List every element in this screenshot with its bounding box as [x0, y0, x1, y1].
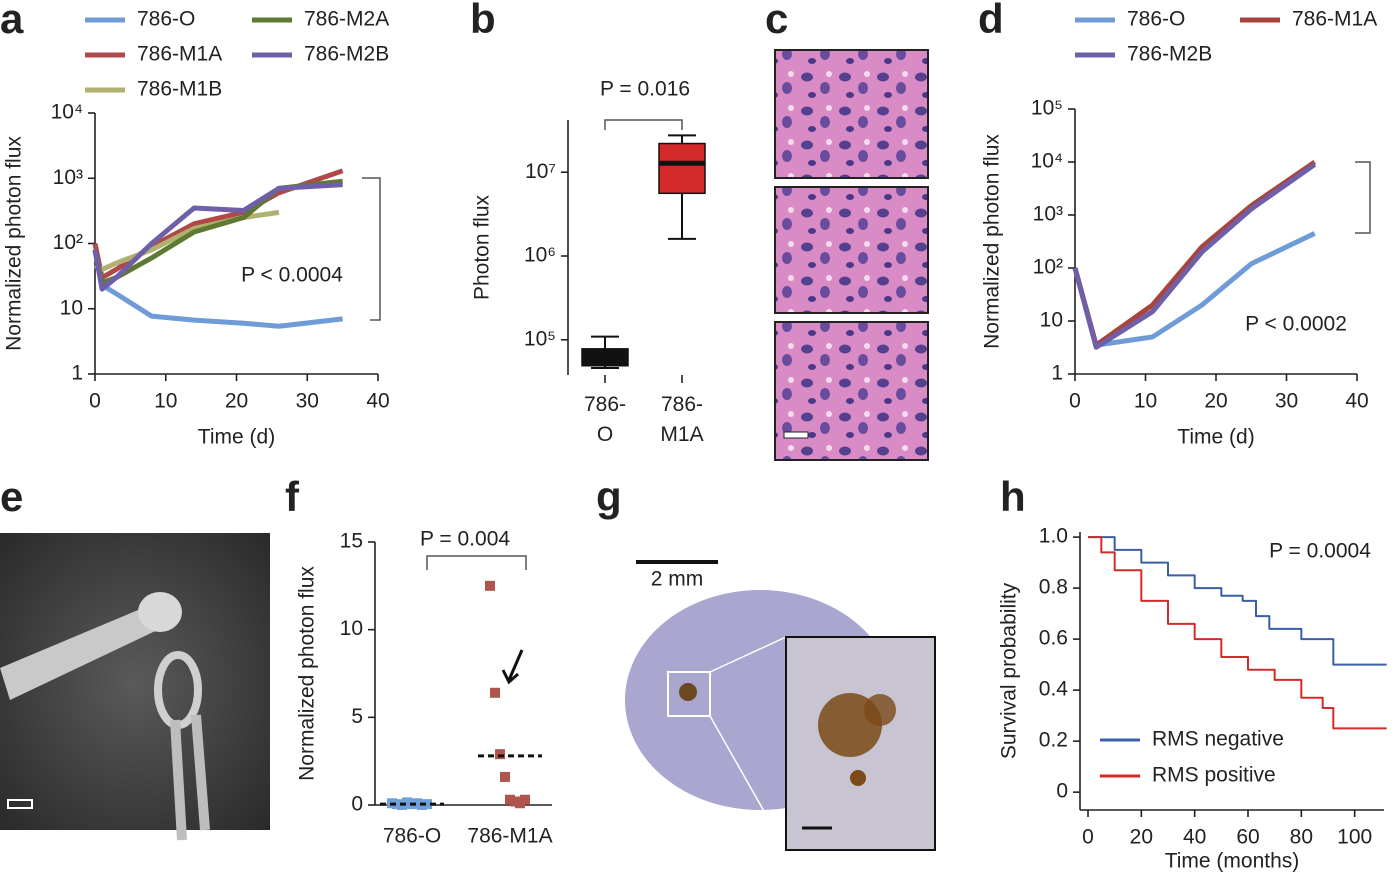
y-tick-label: 10² — [53, 231, 83, 254]
legend-label: 786-M1A — [137, 43, 222, 66]
panel-label: c — [765, 0, 788, 42]
x-tick-label: 40 — [1345, 390, 1368, 413]
x-tick-label: 0 — [1082, 826, 1094, 849]
panel-label: d — [978, 0, 1004, 42]
y-tick-label: 10⁵ — [1031, 97, 1063, 120]
legend-label: 786-M2A — [304, 8, 389, 31]
y-axis-label: Normalized photon flux — [3, 136, 26, 351]
y-tick-label: 1 — [1051, 362, 1063, 385]
legend-label: 786-M2B — [1127, 43, 1212, 66]
x-tick-label: 786-O — [584, 393, 626, 446]
legend-label: RMS negative — [1152, 728, 1284, 751]
y-tick-label: 0.4 — [1039, 678, 1069, 701]
panel-label: g — [596, 473, 622, 520]
y-tick-label: 0 — [351, 793, 363, 816]
y-tick-label: 1.0 — [1039, 525, 1068, 548]
annotation: P < 0.0004 — [241, 264, 343, 287]
legend-label: 786-O — [1127, 8, 1185, 31]
panel-label: h — [1000, 473, 1026, 520]
x-tick-label: 10 — [154, 390, 177, 413]
y-tick-label: 15 — [340, 530, 363, 553]
y-tick-label: 0.8 — [1039, 576, 1068, 599]
x-tick-label: 40 — [1183, 826, 1206, 849]
y-tick-label: 10⁶ — [524, 244, 556, 267]
panel-e-xray — [0, 533, 270, 841]
box — [658, 142, 706, 195]
x-tick-label: 786-O — [383, 825, 441, 848]
x-axis-label: Time (d) — [1177, 426, 1254, 449]
y-tick-label: 10² — [1033, 256, 1063, 279]
point — [485, 580, 495, 591]
x-tick-label: 0 — [89, 390, 101, 413]
y-axis-label: Survival probability — [998, 582, 1021, 759]
y-tick-label: 1 — [71, 362, 83, 385]
y-tick-label: 10 — [340, 617, 363, 640]
x-tick-label: 20 — [1130, 826, 1153, 849]
series-line — [92, 182, 343, 292]
significance-bracket — [362, 177, 381, 321]
significance-bracket — [426, 555, 527, 570]
y-tick-label: 10⁷ — [525, 160, 556, 183]
point — [495, 749, 505, 760]
panel-label: e — [0, 473, 23, 520]
y-tick-label: 0.6 — [1039, 627, 1068, 650]
y-tick-label: 10 — [1040, 309, 1063, 332]
point — [500, 771, 510, 782]
annotation: P < 0.0002 — [1245, 313, 1347, 336]
legend-label: RMS positive — [1152, 764, 1276, 787]
panel-c-images — [774, 49, 929, 461]
arrow — [501, 649, 524, 685]
scale-bar-label: 2 mm — [651, 568, 704, 591]
x-tick-label: 100 — [1337, 826, 1372, 849]
y-tick-label: 5 — [351, 705, 363, 728]
series-line — [1072, 162, 1317, 350]
significance-bracket — [1355, 161, 1371, 234]
series-line — [1088, 536, 1387, 666]
x-axis-label: Time (months) — [1165, 850, 1300, 873]
series-line — [1088, 536, 1387, 730]
x-tick-label: 30 — [296, 390, 319, 413]
x-axis-label: Time (d) — [198, 426, 275, 449]
y-tick-label: 10⁴ — [51, 101, 83, 124]
legend-label: 786-M2B — [304, 43, 389, 66]
annotation: P = 0.016 — [600, 78, 690, 101]
panel-label: f — [285, 473, 300, 520]
y-tick-label: 10 — [60, 296, 83, 319]
panel-label: b — [470, 0, 496, 42]
panel-g-section: 2 mm — [625, 560, 936, 851]
legend-label: 786-O — [137, 8, 195, 31]
x-tick-label: 30 — [1275, 390, 1298, 413]
legend-label: 786-M1A — [1292, 8, 1377, 31]
x-tick-label: 60 — [1236, 826, 1259, 849]
y-tick-label: 10³ — [53, 166, 83, 189]
annotation: P = 0.0004 — [1269, 540, 1371, 563]
y-axis-label: Photon flux — [471, 194, 494, 300]
x-tick-label: 10 — [1134, 390, 1157, 413]
x-tick-label: 786-M1A — [660, 393, 703, 446]
annotation: P = 0.004 — [420, 528, 510, 551]
x-tick-label: 0 — [1069, 390, 1081, 413]
y-tick-label: 0.2 — [1039, 729, 1068, 752]
x-tick-label: 786-M1A — [467, 825, 552, 848]
legend-label: 786-M1B — [137, 78, 222, 101]
x-tick-label: 20 — [225, 390, 248, 413]
significance-bracket — [604, 119, 683, 130]
series-line — [93, 209, 280, 272]
y-tick-label: 10⁴ — [1031, 150, 1063, 173]
x-tick-label: 40 — [366, 390, 389, 413]
panel-label: a — [0, 0, 24, 42]
x-tick-label: 80 — [1290, 826, 1313, 849]
y-tick-label: 0 — [1056, 780, 1068, 803]
y-axis-label: Normalized photon flux — [296, 566, 319, 781]
point — [490, 687, 500, 698]
y-tick-label: 10⁵ — [524, 327, 556, 350]
y-axis-label: Normalized photon flux — [981, 134, 1004, 349]
point — [422, 799, 432, 810]
y-tick-label: 10³ — [1033, 203, 1063, 226]
point — [520, 794, 530, 805]
x-tick-label: 20 — [1204, 390, 1227, 413]
